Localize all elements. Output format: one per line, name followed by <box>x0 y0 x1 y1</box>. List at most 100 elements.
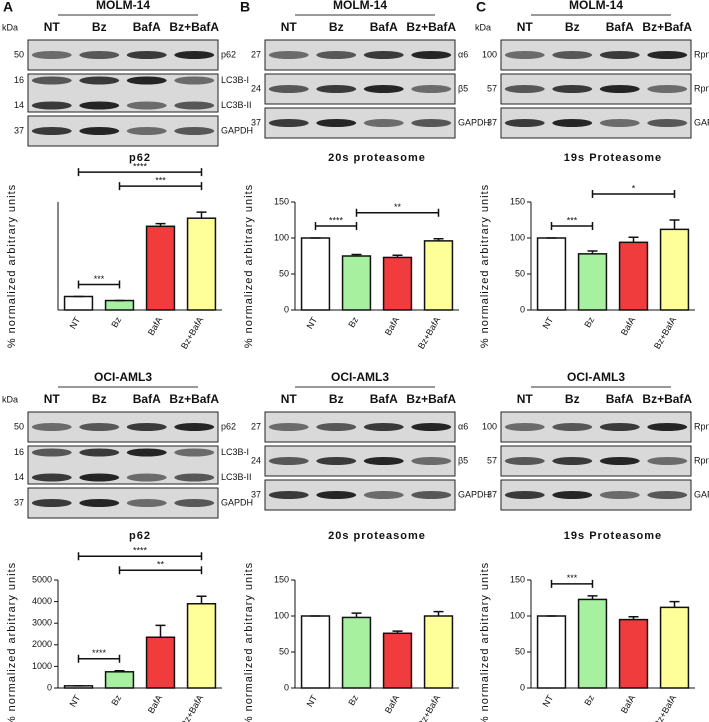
x-tick-label: NT <box>305 693 320 709</box>
band <box>363 491 404 499</box>
significance-bracket <box>118 182 203 191</box>
bar <box>536 615 567 689</box>
band <box>411 423 452 431</box>
lane-label: Bz+BafA <box>406 392 456 406</box>
error-bar <box>628 236 639 243</box>
band <box>599 119 640 127</box>
band <box>174 423 215 431</box>
x-tick-label: BafA <box>619 693 637 715</box>
blot-title: OCI-AML3 <box>94 370 152 384</box>
band <box>552 85 593 93</box>
error-bar <box>433 610 444 616</box>
blot-title: OCI-AML3 <box>331 370 389 384</box>
band <box>504 119 545 127</box>
band <box>316 457 357 465</box>
band <box>174 448 215 457</box>
band <box>411 457 452 465</box>
band-label: GAPDH <box>221 125 253 135</box>
blot-title: MOLM-14 <box>96 0 150 12</box>
kda-marker: 27 <box>251 421 261 431</box>
significance-bracket <box>591 190 676 198</box>
band <box>126 127 167 135</box>
kda-marker: 57 <box>487 83 497 93</box>
band <box>79 423 120 431</box>
band <box>31 473 72 482</box>
band <box>126 473 167 482</box>
band <box>363 457 404 465</box>
x-tick-label: Bz+BafA <box>652 315 678 351</box>
blot-title: OCI-AML3 <box>567 370 625 384</box>
y-tick-label: 50 <box>279 646 289 656</box>
band-label: GAPDH <box>458 117 490 127</box>
y-tick-label: 50 <box>515 646 525 656</box>
band <box>411 119 452 127</box>
bar <box>145 636 176 689</box>
significance-label: **** <box>329 215 344 225</box>
y-axis-label: % normalized arbitrary units <box>6 562 18 722</box>
y-tick-label: 4000 <box>32 596 52 606</box>
lane-label: Bz+BafA <box>642 392 692 406</box>
band <box>599 457 640 465</box>
error-bar <box>351 612 362 618</box>
band-label: α6 <box>458 49 468 59</box>
error-bar <box>155 222 166 227</box>
kda-marker: 100 <box>482 49 497 59</box>
band <box>126 51 167 59</box>
error-bar <box>587 250 598 254</box>
y-tick-label: 2000 <box>32 639 52 649</box>
band <box>411 85 452 93</box>
kda-marker: 37 <box>14 125 24 135</box>
bar <box>659 606 690 689</box>
bar <box>577 598 608 689</box>
band <box>363 85 404 93</box>
kda-label: kDa <box>2 394 18 404</box>
band <box>647 119 688 127</box>
lane-label: Bz+BafA <box>406 20 456 34</box>
band <box>79 473 120 482</box>
lane-label: NT <box>517 392 534 406</box>
band <box>174 473 215 482</box>
error-bar <box>114 669 125 672</box>
band <box>31 499 72 507</box>
chart-title: p62 <box>129 530 151 542</box>
lane-label: BafA <box>370 392 398 406</box>
panel-letter: C <box>476 0 486 15</box>
y-tick-label: 100 <box>274 232 289 242</box>
bar <box>300 237 331 311</box>
lane-label: Bz <box>92 20 107 34</box>
band <box>174 76 215 85</box>
band-label: Rpn1 <box>694 421 709 431</box>
x-tick-label: Bz <box>109 315 123 330</box>
bar <box>300 615 331 689</box>
bar <box>63 295 94 311</box>
error-bar <box>196 595 207 604</box>
kda-marker: 100 <box>482 421 497 431</box>
significance-label: ** <box>157 560 165 570</box>
kda-marker: 27 <box>251 49 261 59</box>
band <box>268 457 309 465</box>
band <box>31 101 72 110</box>
y-tick-label: 1000 <box>32 661 52 671</box>
y-tick-label: 0 <box>284 304 289 314</box>
kda-marker: 14 <box>14 472 24 482</box>
y-tick-label: 0 <box>520 682 525 692</box>
bar <box>104 299 135 311</box>
band <box>316 119 357 127</box>
error-bar <box>196 211 207 219</box>
lane-label: Bz+BafA <box>169 392 219 406</box>
kda-marker: 57 <box>487 455 497 465</box>
band-label: LC3B-II <box>221 472 252 482</box>
lane-label: Bz+BafA <box>169 20 219 34</box>
bar <box>659 228 690 311</box>
error-bar <box>628 615 639 620</box>
significance-label: **** <box>133 162 148 172</box>
y-tick-label: 150 <box>274 574 289 584</box>
band <box>79 51 120 59</box>
lane-label: BafA <box>606 20 634 34</box>
significance-label: * <box>632 183 636 193</box>
bar <box>423 240 454 311</box>
kda-marker: 24 <box>251 455 261 465</box>
band <box>31 127 72 135</box>
band <box>411 51 452 59</box>
band <box>174 127 215 135</box>
